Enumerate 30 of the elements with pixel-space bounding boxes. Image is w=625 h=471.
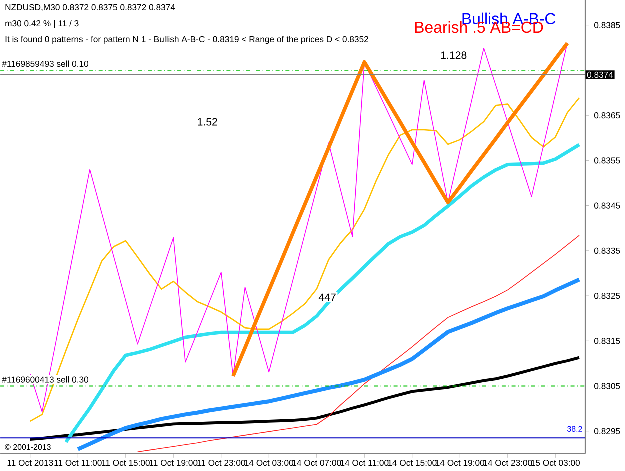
x-tick-label: 15 Oct 03:00 bbox=[532, 460, 580, 466]
y-tick-label: 0.8345 bbox=[594, 203, 620, 210]
y-tick-label: 0.8365 bbox=[594, 112, 620, 119]
x-tick-label: 11 Oct 19:00 bbox=[150, 460, 198, 466]
x-tick-label: 14 Oct 15:00 bbox=[388, 460, 437, 466]
y-tick-label: 0.8315 bbox=[594, 338, 620, 344]
x-tick-label: 14 Oct 19:00 bbox=[436, 460, 485, 466]
x-tick-label: 14 Oct 23:00 bbox=[484, 460, 532, 466]
x-tick-label: 14 Oct 07:00 bbox=[292, 460, 342, 466]
y-tick-label: 0.8355 bbox=[594, 158, 620, 164]
ref-line-label: #1169859493 sell 0.10 bbox=[2, 60, 89, 68]
y-tick-label: 0.8385 bbox=[594, 22, 620, 29]
chart-title: NZDUSD,M30 0.8372 0.8375 0.8372 0.8374 bbox=[6, 4, 176, 12]
x-tick-label: 11 Oct 23:00 bbox=[198, 460, 246, 466]
x-tick-label: 14 Oct 11:00 bbox=[340, 460, 389, 466]
y-tick-label: 0.8295 bbox=[594, 428, 620, 435]
y-tick-label: 0.8305 bbox=[594, 383, 620, 390]
annotation: 1.128 bbox=[441, 52, 467, 60]
ref-line-label: 0.8374 bbox=[587, 72, 614, 78]
x-tick-label: 11 Oct 2013 bbox=[8, 460, 54, 466]
y-tick-label: 0.8325 bbox=[594, 293, 620, 300]
text: m30 0.42 % | 11 / 3 bbox=[6, 20, 79, 29]
x-tick-label: 11 Oct 11:00 bbox=[54, 460, 102, 466]
annotation: It is found 0 patterns - for pattern N 1 - Bullish A-B-C - 0.8319 < Range of the prices D < 0.8352 bbox=[6, 36, 368, 44]
ref-line-label: #1169600413 sell 0.30 bbox=[2, 376, 89, 384]
annotation: 447 bbox=[318, 294, 336, 302]
annotation: 1.52 bbox=[198, 118, 218, 126]
x-tick-label: 11 Oct 15:00 bbox=[102, 460, 150, 466]
x-tick-label: 14 Oct 03:00 bbox=[245, 460, 294, 466]
y-tick-label: 0.8335 bbox=[594, 248, 620, 254]
